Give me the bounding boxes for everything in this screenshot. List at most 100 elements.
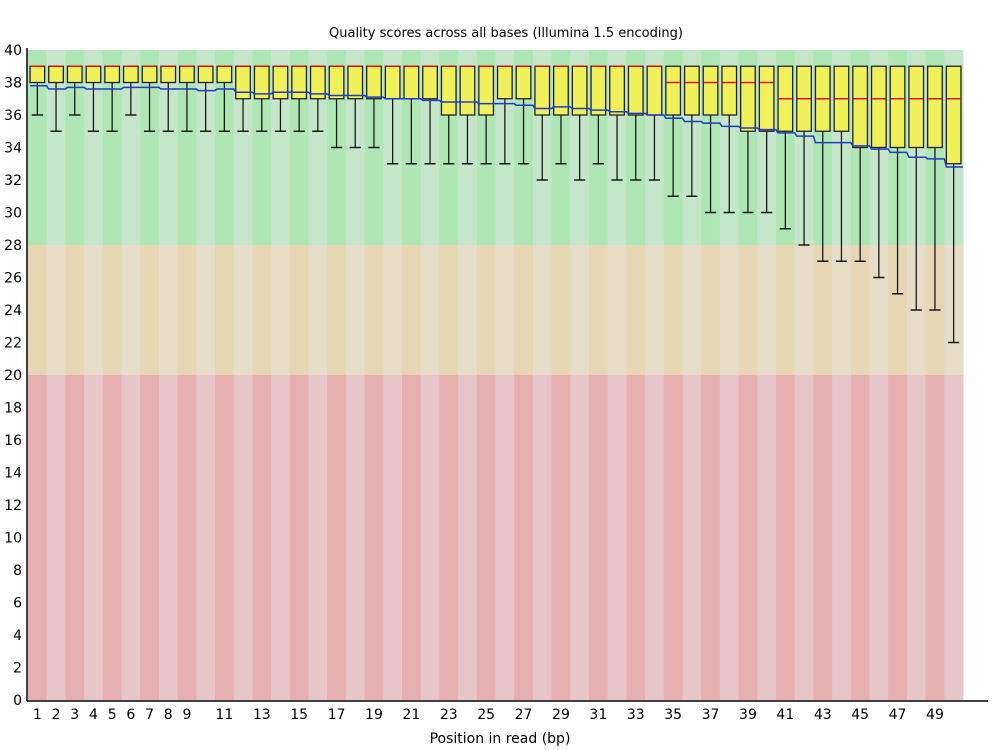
box-pos-29: [553, 65, 569, 116]
band-poor-cell: [177, 375, 197, 700]
band-poor-cell: [233, 375, 253, 700]
y-tick-label: 4: [13, 628, 22, 644]
band-reasonable-cell: [308, 245, 328, 375]
band-reasonable-cell: [84, 245, 104, 375]
band-good-cell: [177, 50, 197, 245]
band-poor-cell: [458, 375, 478, 700]
y-tick-label: 12: [4, 498, 22, 514]
band-poor-cell: [551, 375, 571, 700]
x-tick-label: 37: [702, 707, 720, 723]
band-poor-cell: [719, 375, 740, 700]
band-reasonable-cell: [327, 245, 347, 375]
band-good-cell: [84, 50, 104, 245]
band-poor-cell: [682, 375, 702, 700]
band-poor-cell: [439, 375, 459, 700]
band-reasonable-cell: [626, 245, 646, 375]
band-poor-cell: [757, 375, 777, 700]
band-poor-cell: [776, 375, 796, 700]
x-axis-ticks: 1 2 3 4 5 6 7 8 9 11 13 15 17 19 21 23 25 27 29 31 33 35 37 39 4…: [33, 707, 944, 723]
y-tick-label: 14: [4, 466, 22, 482]
band-reasonable-cell: [514, 245, 534, 375]
band-reasonable-cell: [776, 245, 796, 375]
band-poor-cell: [289, 375, 309, 700]
x-tick-label: 45: [851, 707, 869, 723]
band-reasonable-cell: [28, 245, 48, 375]
band-good-cell: [46, 50, 66, 245]
band-poor-cell: [514, 375, 534, 700]
x-tick-label: 2: [52, 707, 61, 723]
band-poor-cell: [271, 375, 291, 700]
band-reasonable-cell: [252, 245, 272, 375]
band-reasonable-cell: [46, 245, 66, 375]
box-pos-30: [571, 65, 588, 116]
y-tick-label: 28: [4, 238, 22, 254]
band-reasonable-cell: [102, 245, 122, 375]
box-pos-10: [197, 65, 214, 84]
band-poor-cell: [532, 375, 553, 700]
medians: [30, 65, 961, 100]
y-tick-label: 24: [4, 303, 22, 319]
band-poor-cell: [84, 375, 104, 700]
band-poor-cell: [308, 375, 328, 700]
box-pos-33: [627, 65, 644, 116]
band-reasonable-cell: [476, 245, 496, 375]
band-poor-cell: [402, 375, 422, 700]
box-pos-2: [48, 65, 64, 84]
x-tick-label: 6: [126, 707, 135, 723]
band-reasonable-cell: [65, 245, 85, 375]
band-reasonable-cell: [439, 245, 459, 375]
band-good-cell: [65, 50, 85, 245]
x-tick-label: 47: [889, 707, 907, 723]
band-poor-cell: [420, 375, 440, 700]
band-poor-cell: [663, 375, 683, 700]
band-reasonable-cell: [271, 245, 291, 375]
band-reasonable-cell: [345, 245, 366, 375]
band-reasonable-cell: [364, 245, 384, 375]
x-tick-label: 15: [290, 707, 308, 723]
band-poor-cell: [645, 375, 665, 700]
band-reasonable-cell: [495, 245, 515, 375]
x-tick-label: 35: [664, 707, 682, 723]
band-poor-cell: [869, 375, 889, 700]
band-good-cell: [28, 50, 48, 245]
band-poor-cell: [215, 375, 235, 700]
box-pos-40: [758, 65, 775, 132]
band-poor-cell: [832, 375, 852, 700]
x-tick-label: 1: [33, 707, 42, 723]
band-good-cell: [102, 50, 122, 245]
y-tick-label: 30: [4, 206, 22, 222]
band-reasonable-cell: [589, 245, 609, 375]
band-poor-cell: [65, 375, 85, 700]
band-poor-cell: [345, 375, 366, 700]
x-tick-label: 31: [589, 707, 607, 723]
box-pos-18: [347, 65, 364, 100]
x-tick-label: 13: [253, 707, 271, 723]
band-reasonable-cell: [570, 245, 590, 375]
box-pos-48: [908, 65, 925, 149]
band-poor-cell: [102, 375, 122, 700]
whiskers: [31, 82, 960, 344]
x-tick-label: 17: [328, 707, 346, 723]
band-reasonable-cell: [177, 245, 197, 375]
box-pos-4: [85, 65, 102, 84]
band-reasonable-cell: [663, 245, 683, 375]
band-poor-cell: [140, 375, 160, 700]
box-pos-6: [122, 65, 139, 84]
box-pos-28: [534, 65, 551, 116]
y-tick-label: 0: [13, 693, 22, 709]
box-pos-39: [740, 65, 756, 132]
y-tick-label: 16: [4, 433, 22, 449]
band-reasonable-cell: [233, 245, 253, 375]
band-reasonable-cell: [850, 245, 870, 375]
box-pos-36: [683, 65, 700, 116]
box-pos-12: [235, 65, 251, 100]
box-pos-9: [179, 65, 195, 84]
band-reasonable-cell: [532, 245, 553, 375]
x-tick-label: 21: [402, 707, 420, 723]
band-reasonable-cell: [420, 245, 440, 375]
band-reasonable-cell: [402, 245, 422, 375]
quality-bands: [28, 50, 964, 700]
y-tick-label: 26: [4, 271, 22, 287]
band-reasonable-cell: [121, 245, 141, 375]
